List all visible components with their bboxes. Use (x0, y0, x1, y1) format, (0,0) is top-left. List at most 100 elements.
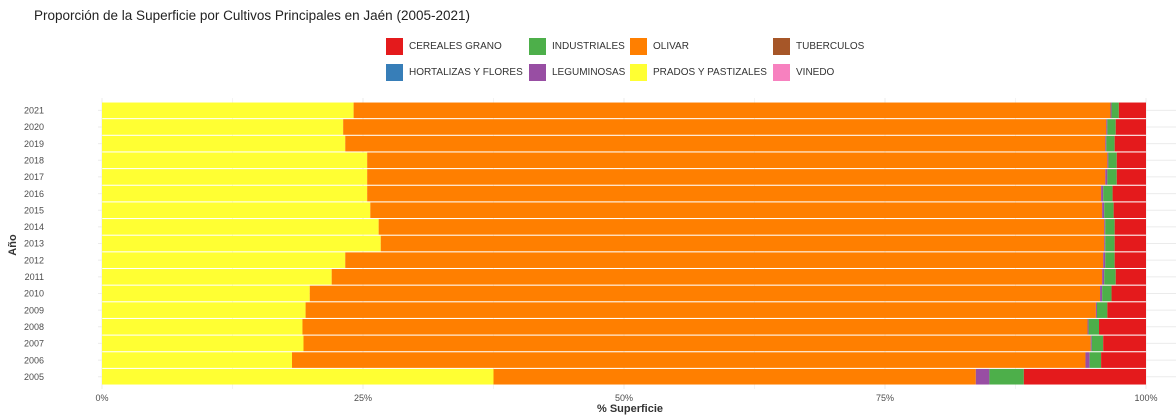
y-tick-label: 2014 (24, 222, 44, 232)
legend-swatch (386, 64, 403, 81)
legend-item-leguminosas: LEGUMINOSAS (529, 64, 625, 81)
legend-label: PRADOS Y PASTIZALES (653, 67, 767, 78)
y-tick-labels: 2021 2020 2019 2018 2017 2016 2015 2014 2013 2012… (24, 106, 44, 382)
bar-segment (102, 252, 346, 268)
y-tick-label: 2018 (24, 155, 44, 165)
bar-segment (1103, 335, 1146, 352)
legend-swatch (630, 64, 647, 81)
bar-segment (102, 302, 306, 318)
bar-segment (1107, 169, 1117, 185)
bar-segment (1115, 269, 1146, 285)
bar-segment (1111, 102, 1119, 119)
y-tick-label: 2011 (25, 272, 44, 282)
y-tick-label: 2009 (24, 305, 44, 315)
y-tick-label: 2013 (24, 239, 44, 249)
bar-segment (1115, 119, 1146, 135)
legend-label: OLIVAR (653, 41, 689, 52)
bar-segment (367, 152, 1108, 169)
bar-segment (975, 368, 990, 385)
y-tick-label: 2012 (24, 255, 44, 265)
y-tick-label: 2020 (24, 122, 44, 132)
chart-title: Proporción de la Superficie por Cultivos… (34, 8, 470, 23)
legend-item-prados-y-pastizales: PRADOS Y PASTIZALES (630, 64, 767, 81)
bar-segment (1108, 152, 1117, 169)
bar-segment (380, 235, 1105, 252)
y-tick-label: 2007 (24, 339, 44, 349)
bar-segment (102, 219, 379, 235)
x-tick-label: 100% (1134, 393, 1157, 403)
bar-segment (102, 285, 310, 302)
bar-segment (102, 368, 494, 385)
bar-segment (1118, 102, 1146, 119)
legend-label: INDUSTRIALES (552, 41, 625, 52)
bar-segment (102, 335, 304, 352)
bar-segment (1107, 152, 1109, 169)
legend-label: HORTALIZAS Y FLORES (409, 67, 523, 78)
bar-segment (1101, 185, 1104, 202)
bar-segment (1110, 102, 1112, 119)
legend-label: VINEDO (796, 67, 835, 78)
bar-segment (989, 368, 1024, 385)
bar-segment (1114, 252, 1146, 268)
bar-segment (102, 269, 332, 285)
legend-label: TUBERCULOS (796, 41, 865, 52)
legend-swatch (773, 64, 790, 81)
x-tick-label: 25% (354, 393, 372, 403)
bar-segment (331, 269, 1103, 285)
bar-segment (345, 135, 1106, 152)
bar-segment (1111, 285, 1146, 302)
y-tick-label: 2008 (24, 322, 44, 332)
bar-segment (1096, 302, 1108, 318)
bar-segment (1023, 368, 1146, 385)
y-tick-label: 2005 (24, 372, 44, 382)
bar-segment (1103, 185, 1113, 202)
bar-segment (353, 102, 1111, 119)
y-tick-label: 2006 (24, 355, 44, 365)
y-tick-label: 2019 (24, 139, 44, 149)
y-tick-label: 2015 (24, 205, 44, 215)
bar-segment (1102, 285, 1112, 302)
legend-swatch (386, 38, 403, 55)
bar-segment (302, 318, 1088, 335)
x-tick-label: 50% (615, 393, 633, 403)
bar-segment (343, 119, 1107, 135)
bar-segment (1089, 352, 1102, 368)
y-tick-label: 2021 (24, 106, 44, 116)
bar-segment (1104, 202, 1114, 219)
bar-segment (1105, 169, 1108, 185)
bar-segment (1101, 352, 1146, 368)
bar-segment (292, 352, 1086, 368)
bar-segment (102, 102, 354, 119)
bar-segment (1106, 119, 1108, 135)
bar-segment (102, 185, 368, 202)
bar-segment (1102, 202, 1105, 219)
bar-segment (370, 202, 1103, 219)
x-axis-label: % Superficie (597, 403, 663, 415)
bar-segment (1107, 302, 1146, 318)
y-tick-label: 2010 (24, 289, 44, 299)
bars (102, 102, 1146, 385)
legend-swatch (630, 38, 647, 55)
bar-segment (367, 169, 1106, 185)
bar-segment (1116, 169, 1146, 185)
bar-segment (102, 135, 346, 152)
legend-swatch (773, 38, 790, 55)
bar-segment (1114, 219, 1146, 235)
legend-item-hortalizas-y-flores: HORTALIZAS Y FLORES (386, 64, 523, 81)
bar-segment (1100, 285, 1103, 302)
bar-segment (102, 169, 368, 185)
legend-item-industriales: INDUSTRIALES (529, 38, 625, 55)
bar-segment (1087, 318, 1089, 335)
bar-segment (102, 119, 344, 135)
bar-segment (1091, 335, 1104, 352)
legend: CEREALES GRANO INDUSTRIALES OLIVAR TUBER… (0, 0, 1176, 90)
bar-segment (1099, 318, 1146, 335)
legend-item-cereales-grano: CEREALES GRANO (386, 38, 502, 55)
legend-swatch (529, 64, 546, 81)
bar-segment (1104, 219, 1106, 235)
x-tick-label: 75% (876, 393, 894, 403)
x-tick-labels: 0% 25% 50% 75% 100% (95, 393, 1157, 403)
bar-segment (102, 318, 303, 335)
bar-segment (345, 252, 1104, 268)
bar-segment (1107, 119, 1116, 135)
